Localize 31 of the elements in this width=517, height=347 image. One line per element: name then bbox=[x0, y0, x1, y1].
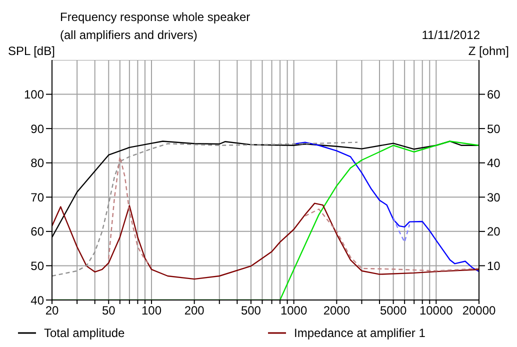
x-tick-label: 1000 bbox=[280, 304, 308, 318]
x-tick-label: 20 bbox=[45, 304, 59, 318]
y2-tick-label: 10 bbox=[487, 258, 501, 273]
y-tick-label: 90 bbox=[30, 122, 44, 136]
x-tick-label: 500 bbox=[240, 304, 262, 318]
y-tick-label: 40 bbox=[30, 293, 44, 308]
x-tick-label: 50 bbox=[102, 304, 116, 318]
legend-label: Impedance at amplifier 1 bbox=[294, 326, 426, 340]
y2-tick-label: 20 bbox=[487, 224, 501, 239]
y2-tick-label: 40 bbox=[487, 156, 501, 170]
y-tick-label: 50 bbox=[30, 258, 44, 273]
x-tick-label: 200 bbox=[184, 304, 205, 318]
y2-axis-title: Z [ohm] bbox=[468, 44, 509, 58]
y2-tick-label: 30 bbox=[487, 190, 501, 204]
y2-tick-label: 60 bbox=[487, 88, 501, 102]
y-tick-label: 100 bbox=[24, 88, 44, 102]
chart-title: Frequency response whole speaker bbox=[60, 9, 252, 26]
x-tick-label: 100 bbox=[141, 304, 162, 318]
y-axis-title: SPL [dB] bbox=[8, 44, 55, 58]
legend-label: Total amplitude bbox=[44, 326, 125, 340]
y2-tick-label: 50 bbox=[487, 122, 501, 136]
y-tick-label: 80 bbox=[30, 156, 44, 170]
text: 11/11/2012 bbox=[422, 27, 480, 44]
chart-subtitle: (all amplifiers and drivers) bbox=[60, 27, 198, 44]
y-tick-label: 70 bbox=[30, 190, 44, 204]
line-series bbox=[392, 217, 410, 243]
y-tick-label: 60 bbox=[30, 224, 44, 239]
x-tick-label: 5000 bbox=[380, 304, 407, 318]
x-tick-label: 20000 bbox=[462, 304, 496, 318]
x-tick-label: 10000 bbox=[419, 304, 454, 318]
x-tick-label: 2000 bbox=[323, 304, 350, 318]
